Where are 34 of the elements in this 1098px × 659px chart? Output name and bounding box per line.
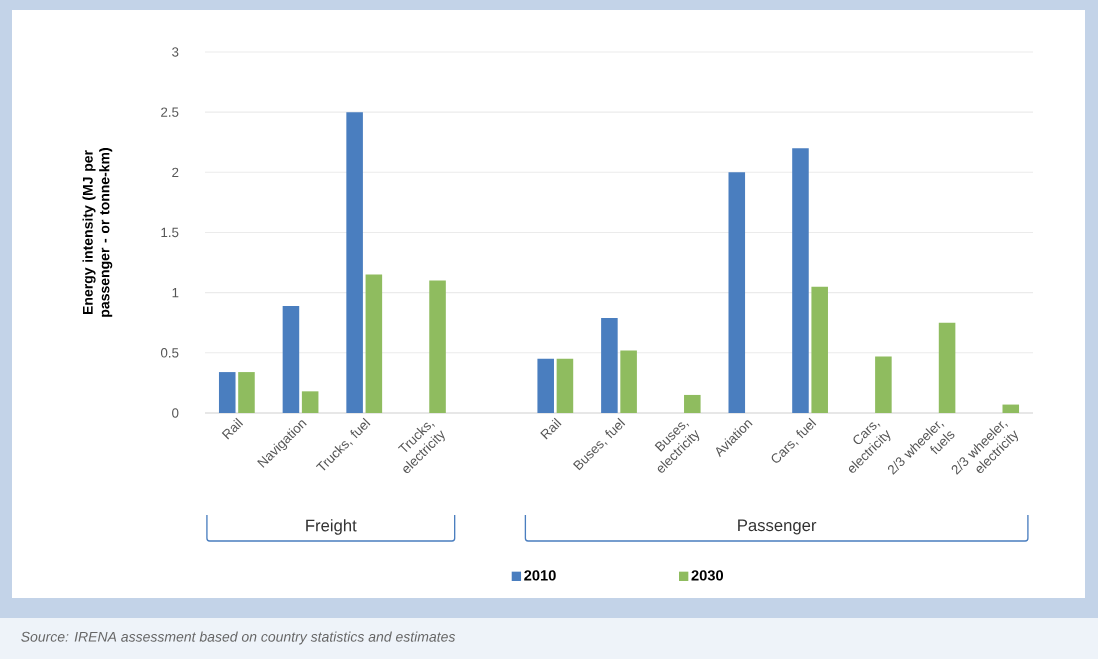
x-tick-label: Rail (540, 417, 562, 440)
bar (301, 391, 319, 413)
y-tick-label: 0.5 (160, 348, 179, 358)
y-tick-label: 3 (172, 47, 179, 57)
bar (556, 358, 574, 413)
y-tick-label: 1 (172, 288, 179, 298)
bar (728, 172, 746, 413)
bar (792, 148, 809, 413)
x-tick-label: Cars, fuel (771, 417, 817, 463)
x-tick-label: Rail (221, 417, 244, 440)
bar (875, 356, 892, 413)
bar (537, 358, 554, 413)
bar (238, 372, 255, 413)
text: Passenger (738, 519, 817, 535)
text: Freight (306, 519, 357, 535)
bar (601, 317, 618, 413)
bar (684, 394, 701, 413)
bar (938, 322, 956, 413)
y-tick-label: 2 (172, 167, 179, 177)
y-axis-title: Energy intensity (MJ per passenger - or tonne-km) (82, 148, 113, 317)
y-tick-label: 1.5 (161, 227, 179, 238)
bar (346, 112, 363, 413)
bar (365, 274, 383, 413)
bar (282, 305, 300, 413)
bar (1002, 404, 1020, 413)
bar (811, 286, 828, 413)
source-note: Source: IRENA assessment based on country statistics and estimates (21, 631, 456, 645)
bar (429, 280, 446, 413)
bar (218, 372, 236, 413)
legend-label: 2030 (691, 570, 724, 581)
legend-label: 2010 (524, 570, 556, 581)
y-tick-label: 2.5 (161, 107, 179, 117)
bar (620, 350, 637, 413)
y-tick-label: 0 (172, 408, 179, 418)
